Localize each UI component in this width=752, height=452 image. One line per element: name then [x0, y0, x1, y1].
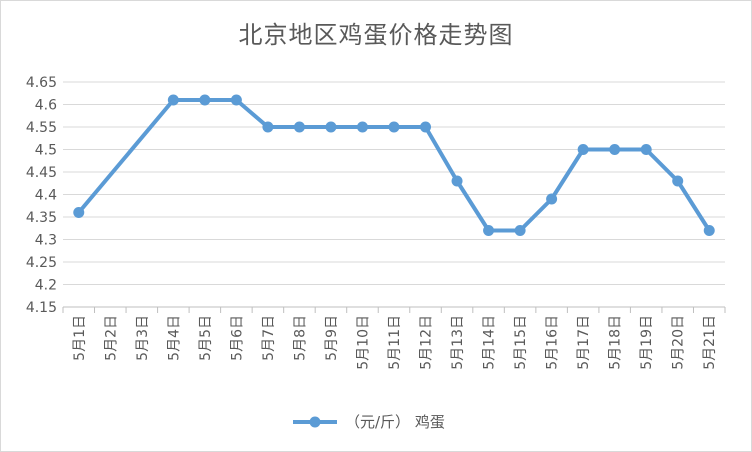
y-tick-label: 4.3 [35, 233, 57, 249]
y-tick-label: 4.15 [26, 300, 57, 316]
data-point [640, 144, 652, 155]
x-tick-label: 5月19日 [639, 315, 655, 370]
data-point [293, 121, 305, 133]
y-tick-label: 4.45 [26, 165, 57, 181]
data-point [420, 121, 432, 133]
x-tick-label: 5月6日 [229, 315, 245, 361]
legend-marker [309, 416, 321, 428]
data-point [167, 94, 179, 106]
x-axis-ticks: 5月1日 5月2日 5月3日 5月4日 5月5日 5月6日 5月7日 5月8日 5月9日 5月10… [62, 307, 726, 370]
chart-title: 北京地区鸡蛋价格走势图 [238, 21, 514, 49]
data-point [546, 193, 558, 205]
x-tick-label: 5月2日 [103, 315, 119, 361]
x-tick-label: 5月14日 [482, 315, 498, 370]
data-point [73, 207, 85, 218]
x-tick-label: 5月3日 [135, 315, 151, 361]
data-point [230, 94, 242, 106]
data-point [483, 225, 495, 236]
y-tick-label: 4.65 [26, 75, 57, 91]
data-point [199, 94, 211, 106]
data-point [356, 121, 368, 133]
data-point [609, 144, 621, 155]
x-tick-label: 5月15日 [513, 315, 529, 370]
y-tick-label: 4.55 [26, 120, 57, 136]
x-tick-label: 5月18日 [608, 315, 624, 370]
data-point [672, 175, 684, 187]
legend-label: （元/斤） 鸡蛋 [345, 413, 445, 431]
x-tick-label: 5月5日 [198, 315, 214, 361]
y-tick-label: 4.4 [35, 188, 57, 204]
x-tick-label: 5月7日 [261, 315, 277, 361]
y-tick-label: 4.5 [35, 143, 57, 159]
y-tick-label: 4.25 [26, 255, 57, 271]
data-point [388, 121, 400, 133]
data-point [577, 144, 589, 155]
x-tick-label: 5月10日 [355, 315, 371, 370]
y-tick-label: 4.2 [35, 278, 57, 294]
x-tick-label: 5月11日 [387, 315, 403, 370]
x-tick-label: 5月1日 [72, 315, 88, 361]
x-tick-label: 5月8日 [292, 315, 308, 361]
x-tick-label: 5月21日 [702, 315, 718, 370]
gridlines [63, 81, 725, 308]
x-tick-label: 5月4日 [166, 315, 182, 361]
data-point [514, 225, 526, 236]
data-point [451, 175, 463, 187]
series-layer [73, 94, 715, 236]
y-tick-label: 4.6 [35, 98, 57, 114]
x-tick-label: 5月20日 [671, 315, 687, 370]
data-point [262, 121, 274, 133]
legend: （元/斤） 鸡蛋 [293, 413, 445, 431]
x-tick-label: 5月17日 [576, 315, 592, 370]
x-tick-label: 5月9日 [324, 315, 340, 361]
data-point [703, 225, 715, 236]
x-tick-label: 5月13日 [450, 315, 466, 370]
x-tick-label: 5月12日 [419, 315, 435, 370]
x-tick-label: 5月16日 [545, 315, 561, 370]
y-axis-ticks: 4.15 4.2 4.25 4.3 4.35 4.4 4.45 4.5 4.55 4.6 4.65 [26, 75, 57, 316]
series-line [76, 98, 712, 233]
data-point [325, 121, 337, 133]
y-tick-label: 4.35 [26, 210, 57, 226]
